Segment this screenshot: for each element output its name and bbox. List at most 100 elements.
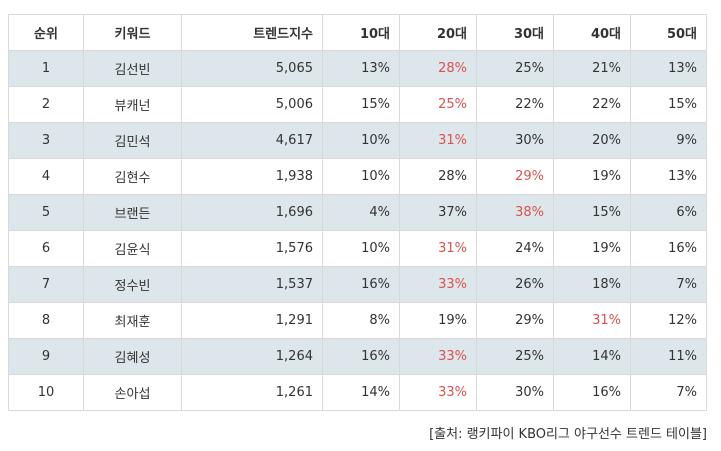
cell-rank: 10 [8,374,84,411]
cell-keyword: 뷰캐넌 [83,86,182,123]
table-header-row: 순위 키워드 트렌드지수 10대 20대 30대 40대 50대 [8,14,707,51]
cell-age50: 13% [630,158,707,195]
header-age10: 10대 [322,14,400,51]
cell-age10: 15% [322,86,400,123]
cell-age50: 7% [630,374,707,411]
cell-age30: 30% [476,122,554,159]
table-row: 4 김현수 1,938 10% 28% 29% 19% 13% [8,158,707,195]
header-age30: 30대 [476,14,554,51]
cell-rank: 2 [8,86,84,123]
cell-age20: 19% [399,302,477,339]
table-row: 5 브랜든 1,696 4% 37% 38% 15% 6% [8,194,707,231]
cell-age20: 33% [399,374,477,411]
cell-age10: 10% [322,122,400,159]
cell-rank: 7 [8,266,84,303]
cell-trend-index: 5,006 [181,86,323,123]
cell-keyword: 김윤식 [83,230,182,267]
cell-age30: 25% [476,50,554,87]
cell-age10: 13% [322,50,400,87]
cell-rank: 9 [8,338,84,375]
table-row: 2 뷰캐넌 5,006 15% 25% 22% 22% 15% [8,86,707,123]
cell-trend-index: 1,696 [181,194,323,231]
cell-age50: 6% [630,194,707,231]
cell-age10: 10% [322,158,400,195]
cell-age20: 37% [399,194,477,231]
cell-rank: 4 [8,158,84,195]
cell-age50: 11% [630,338,707,375]
cell-age10: 4% [322,194,400,231]
header-keyword: 키워드 [83,14,182,51]
cell-age20: 33% [399,266,477,303]
cell-rank: 1 [8,50,84,87]
table-row: 8 최재훈 1,291 8% 19% 29% 31% 12% [8,302,707,339]
cell-keyword: 정수빈 [83,266,182,303]
header-age40: 40대 [553,14,631,51]
cell-age30: 30% [476,374,554,411]
cell-age30: 26% [476,266,554,303]
cell-age40: 16% [553,374,631,411]
cell-age10: 16% [322,266,400,303]
cell-rank: 5 [8,194,84,231]
cell-trend-index: 5,065 [181,50,323,87]
cell-trend-index: 1,576 [181,230,323,267]
trend-table: 순위 키워드 트렌드지수 10대 20대 30대 40대 50대 1 김선빈 5,0… [8,14,707,411]
cell-age50: 13% [630,50,707,87]
cell-trend-index: 1,537 [181,266,323,303]
cell-age30: 29% [476,158,554,195]
cell-age50: 7% [630,266,707,303]
table-row: 3 김민석 4,617 10% 31% 30% 20% 9% [8,122,707,159]
cell-age50: 15% [630,86,707,123]
cell-age20: 25% [399,86,477,123]
cell-trend-index: 1,938 [181,158,323,195]
header-age50: 50대 [630,14,707,51]
cell-age40: 19% [553,230,631,267]
cell-age30: 22% [476,86,554,123]
cell-age30: 25% [476,338,554,375]
cell-trend-index: 1,261 [181,374,323,411]
cell-age50: 16% [630,230,707,267]
cell-age20: 28% [399,50,477,87]
cell-age20: 28% [399,158,477,195]
cell-age10: 10% [322,230,400,267]
source-caption: [출처: 랭키파이 KBO리그 야구선수 트렌드 테이블] [429,427,707,442]
cell-age40: 21% [553,50,631,87]
table-row: 10 손아섭 1,261 14% 33% 30% 16% 7% [8,374,707,411]
cell-rank: 3 [8,122,84,159]
cell-age20: 31% [399,230,477,267]
cell-age40: 15% [553,194,631,231]
cell-trend-index: 1,264 [181,338,323,375]
cell-trend-index: 4,617 [181,122,323,159]
cell-age40: 18% [553,266,631,303]
cell-age20: 31% [399,122,477,159]
table-row: 9 김혜성 1,264 16% 33% 25% 14% 11% [8,338,707,375]
cell-trend-index: 1,291 [181,302,323,339]
table-row: 6 김윤식 1,576 10% 31% 24% 19% 16% [8,230,707,267]
cell-keyword: 김현수 [83,158,182,195]
cell-keyword: 김민석 [83,122,182,159]
cell-rank: 6 [8,230,84,267]
cell-age10: 8% [322,302,400,339]
cell-age40: 14% [553,338,631,375]
cell-age40: 31% [553,302,631,339]
cell-age40: 19% [553,158,631,195]
cell-keyword: 김혜성 [83,338,182,375]
cell-age30: 38% [476,194,554,231]
header-age20: 20대 [399,14,477,51]
cell-age50: 12% [630,302,707,339]
cell-keyword: 김선빈 [83,50,182,87]
cell-keyword: 최재훈 [83,302,182,339]
table-row: 7 정수빈 1,537 16% 33% 26% 18% 7% [8,266,707,303]
header-trend-index: 트렌드지수 [181,14,323,51]
cell-age40: 22% [553,86,631,123]
header-rank: 순위 [8,14,84,51]
cell-age50: 9% [630,122,707,159]
cell-age30: 29% [476,302,554,339]
cell-age10: 14% [322,374,400,411]
table-row: 1 김선빈 5,065 13% 28% 25% 21% 13% [8,50,707,87]
cell-keyword: 브랜든 [83,194,182,231]
cell-age30: 24% [476,230,554,267]
cell-age10: 16% [322,338,400,375]
table-body: 1 김선빈 5,065 13% 28% 25% 21% 13% 2 뷰캐넌 5,006 15% 25% 2… [8,50,707,411]
cell-age40: 20% [553,122,631,159]
cell-rank: 8 [8,302,84,339]
